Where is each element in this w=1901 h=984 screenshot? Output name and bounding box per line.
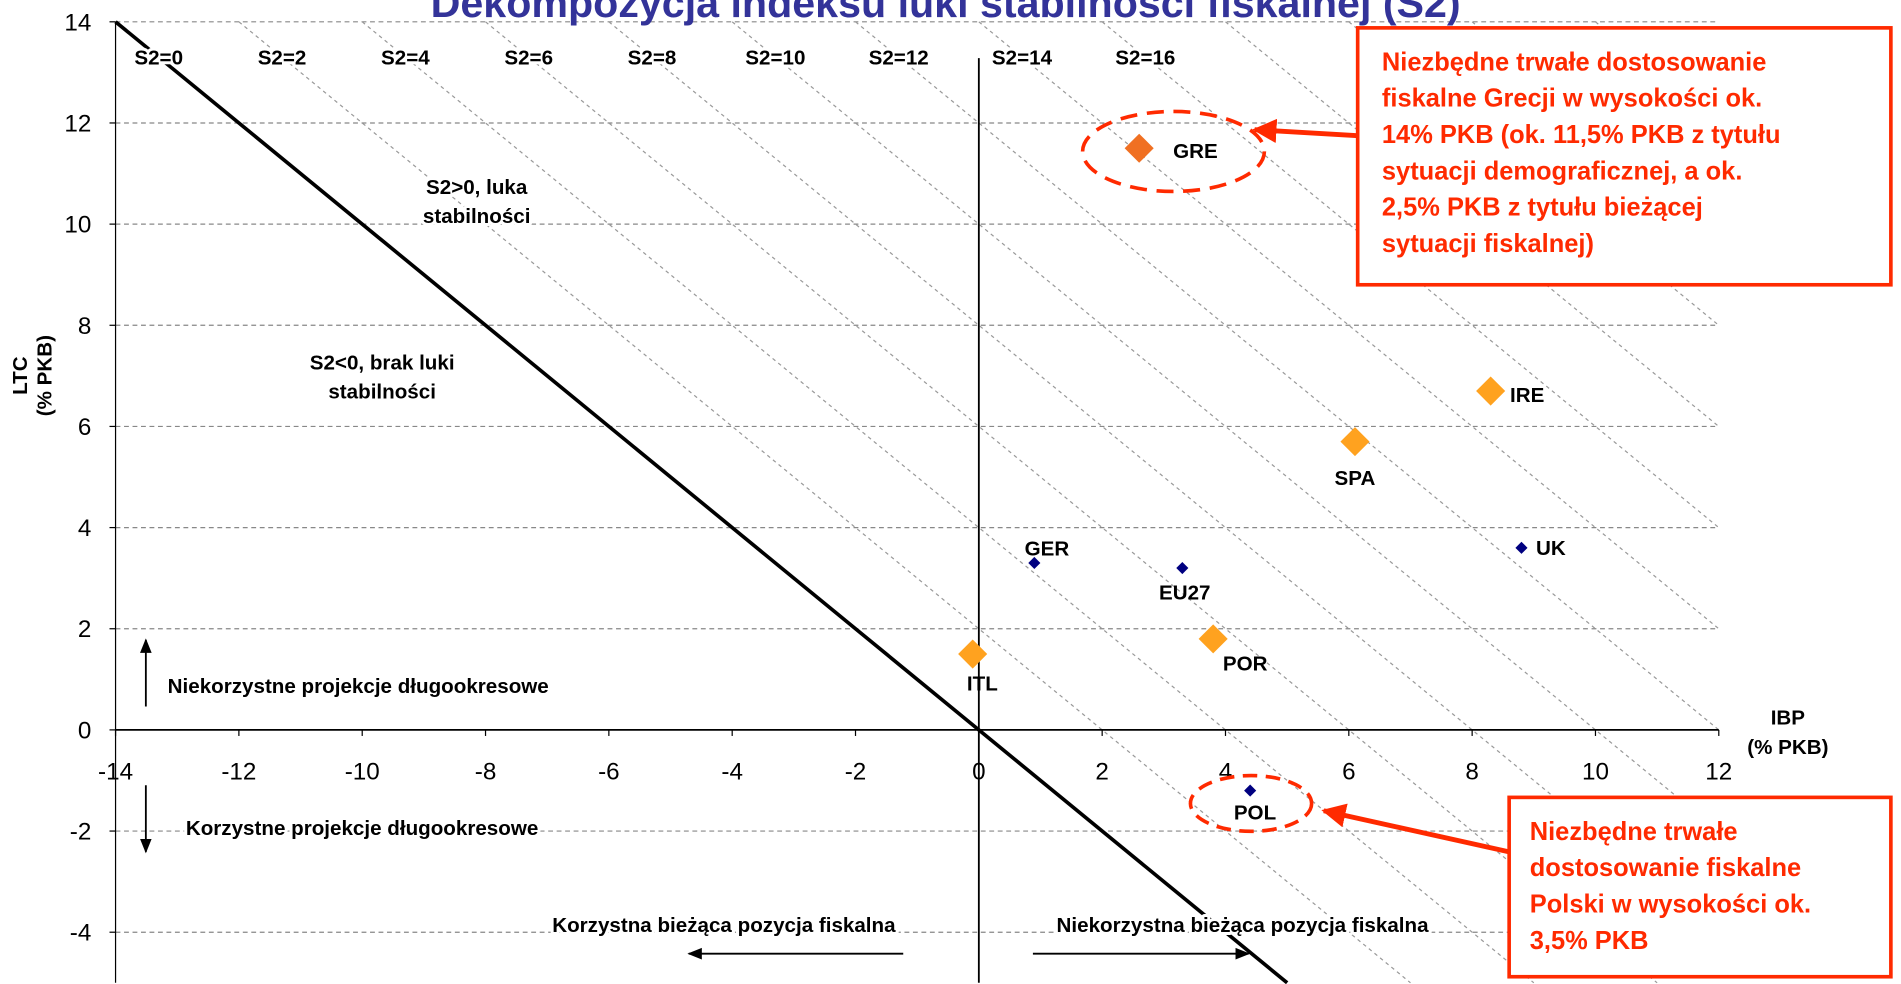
callout-text: 2,5% PKB z tytułu bieżącej xyxy=(1382,194,1703,222)
s2-label: S2=8 xyxy=(628,46,677,69)
callout-arrow xyxy=(1321,803,1510,855)
x-tick-label: 6 xyxy=(1342,759,1355,786)
arrow-label: Niekorzystne projekcje długookresowe xyxy=(168,675,549,698)
y-tick-label: 10 xyxy=(64,212,91,239)
point-label: GER xyxy=(1025,538,1070,561)
region-label: stabilności xyxy=(423,205,531,228)
data-point xyxy=(1176,561,1189,575)
x-tick-label: 8 xyxy=(1465,759,1478,786)
x-tick-label: -10 xyxy=(345,759,380,786)
s2-line xyxy=(361,21,1535,984)
callout-box xyxy=(1507,795,1893,979)
arrow-label: Korzystne projekcje długookresowe xyxy=(186,817,538,840)
point-label: POL xyxy=(1234,802,1276,825)
callout-text: 3,5% PKB xyxy=(1530,927,1649,955)
callout-text: dostosowanie fiskalne xyxy=(1530,854,1801,882)
point-label: UK xyxy=(1536,537,1566,560)
chart-title: Dekompozycja indeksu luki stabilności fi… xyxy=(431,0,1461,26)
y-tick-label: 14 xyxy=(64,9,91,36)
s2-line xyxy=(1101,21,1720,529)
s2-line xyxy=(238,21,1411,984)
callout-text: 14% PKB (ok. 11,5% PKB z tytułu xyxy=(1382,121,1781,149)
highlight xyxy=(1188,773,1314,834)
callout-text: Niezbędne trwałe dostosowanie xyxy=(1382,48,1766,76)
y-tick-label: 8 xyxy=(78,313,91,340)
region-label: stabilności xyxy=(328,381,436,404)
x-axis-label: IBP xyxy=(1771,707,1806,730)
point-label: IRE xyxy=(1510,384,1544,407)
x-tick-label: -6 xyxy=(598,759,620,786)
s2-label: S2=12 xyxy=(869,46,929,69)
point-label: GRE xyxy=(1173,140,1218,163)
x-tick-label: -2 xyxy=(845,759,867,786)
data-point xyxy=(1244,784,1257,797)
s2-label: S2=4 xyxy=(381,46,430,69)
data-point xyxy=(1198,624,1228,654)
x-tick-label: -4 xyxy=(721,759,743,786)
data-point xyxy=(1515,541,1528,554)
x-tick-label: 12 xyxy=(1705,759,1732,786)
highlight xyxy=(1080,109,1267,194)
x-tick-label: -8 xyxy=(475,759,497,786)
s2-label: S2=2 xyxy=(258,46,307,69)
data-point xyxy=(1124,133,1154,163)
point-label: SPA xyxy=(1335,467,1376,490)
data-point xyxy=(1476,376,1506,406)
y-tick-label: 12 xyxy=(64,110,91,137)
s2-label: S2=14 xyxy=(992,46,1053,69)
region-label: S2>0, luka xyxy=(426,176,528,199)
x-tick-label: 4 xyxy=(1219,759,1232,786)
callout-arrow xyxy=(1252,118,1358,144)
callout-text: sytuacji fiskalnej) xyxy=(1382,230,1594,258)
callout-text: Niezbędne trwałe xyxy=(1530,818,1738,846)
s2-line xyxy=(731,21,1720,832)
point-label: EU27 xyxy=(1159,582,1211,605)
x-tick-label: -12 xyxy=(221,759,256,786)
y-tick-label: -4 xyxy=(70,920,92,947)
data-point xyxy=(1028,556,1041,570)
y-tick-label: 2 xyxy=(78,616,91,643)
callout-text: sytuacji demograficznej, a ok. xyxy=(1382,157,1743,185)
x-axis-unit: (% PKB) xyxy=(1747,736,1828,759)
data-point xyxy=(958,639,988,669)
arrow-label: Niekorzystna bieżąca pozycja fiskalna xyxy=(1057,914,1430,937)
y-tick-label: -2 xyxy=(70,819,92,846)
s2-label: S2=10 xyxy=(745,46,805,69)
s2-zero-line xyxy=(114,20,1289,984)
s2-line xyxy=(1225,21,1720,427)
arrow-label: Korzystna bieżąca pozycja fiskalna xyxy=(552,914,896,937)
x-tick-label: 10 xyxy=(1582,759,1609,786)
y-tick-label: 6 xyxy=(78,414,91,441)
x-tick-label: 2 xyxy=(1095,759,1108,786)
region-label: S2<0, brak luki xyxy=(310,352,455,375)
y-tick-label: 4 xyxy=(78,515,91,542)
y-tick-label: 0 xyxy=(78,717,91,744)
point-label: POR xyxy=(1223,652,1268,675)
callout-text: fiskalne Grecji w wysokości ok. xyxy=(1382,85,1762,113)
y-axis-label: LTC(% PKB) xyxy=(9,335,56,416)
s2-label: S2=6 xyxy=(504,46,553,69)
data-point xyxy=(1340,427,1370,457)
s2-label: S2=0 xyxy=(134,46,183,69)
callout-box xyxy=(1355,26,1893,287)
s2-label: S2=16 xyxy=(1115,46,1175,69)
y-axis-unit: (% PKB) xyxy=(33,335,56,416)
callout-text: Polski w wysokości ok. xyxy=(1530,891,1811,919)
y-axis-title: LTC xyxy=(9,356,32,395)
s2-line xyxy=(485,21,1658,984)
point-label: ITL xyxy=(967,672,998,695)
